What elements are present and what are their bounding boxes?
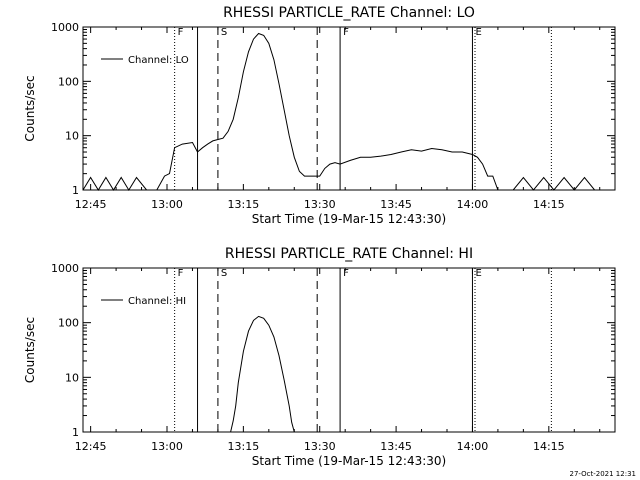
plot-frame <box>82 267 616 433</box>
x-axis-label: Start Time (19-Mar-15 12:43:30) <box>252 454 446 468</box>
y-tick-label: 1 <box>72 426 79 439</box>
y-tick-label: 100 <box>58 75 79 88</box>
event-marker-label: F <box>178 27 184 38</box>
x-tick-label: 14:15 <box>533 440 565 453</box>
plot-frame <box>82 26 616 191</box>
x-tick-label: 13:30 <box>304 440 336 453</box>
y-tick-label: 1 <box>72 184 79 197</box>
chart-title: RHESSI PARTICLE_RATE Channel: LO <box>223 5 475 21</box>
series-line <box>82 32 615 191</box>
y-tick-label: 1000 <box>51 262 79 275</box>
x-tick-label: 14:00 <box>457 440 489 453</box>
y-tick-label: 10 <box>65 130 79 143</box>
event-marker-label: E <box>475 27 481 38</box>
event-marker-label: F <box>178 268 184 279</box>
event-marker-label: S <box>221 268 227 279</box>
y-tick-label: 100 <box>58 317 79 330</box>
y-axis-label: Counts/sec <box>23 317 37 383</box>
legend-label: Channel: HI <box>128 296 186 307</box>
x-tick-label: 12:45 <box>75 440 107 453</box>
x-tick-label: 14:15 <box>533 198 565 211</box>
x-tick-label: 13:00 <box>151 440 183 453</box>
y-tick-label: 1000 <box>51 21 79 34</box>
legend-label: Channel: LO <box>128 55 189 66</box>
event-marker-label: F <box>343 268 349 279</box>
x-tick-label: 14:00 <box>457 198 489 211</box>
x-tick-label: 12:45 <box>75 198 107 211</box>
event-marker-label: E <box>475 268 481 279</box>
x-tick-label: 13:00 <box>151 198 183 211</box>
series-line <box>230 315 295 433</box>
chart-title: RHESSI PARTICLE_RATE Channel: HI <box>225 246 473 262</box>
event-marker-label: S <box>221 27 227 38</box>
footer-timestamp: 27-Oct-2021 12:31 <box>569 470 636 478</box>
x-tick-label: 13:30 <box>304 198 336 211</box>
event-marker-label: F <box>343 27 349 38</box>
y-axis-label: Counts/sec <box>23 75 37 141</box>
x-tick-label: 13:45 <box>380 440 412 453</box>
x-tick-label: 13:45 <box>380 198 412 211</box>
x-tick-label: 13:15 <box>228 440 260 453</box>
x-axis-label: Start Time (19-Mar-15 12:43:30) <box>252 212 446 226</box>
y-tick-label: 10 <box>65 371 79 384</box>
x-tick-label: 13:15 <box>228 198 260 211</box>
